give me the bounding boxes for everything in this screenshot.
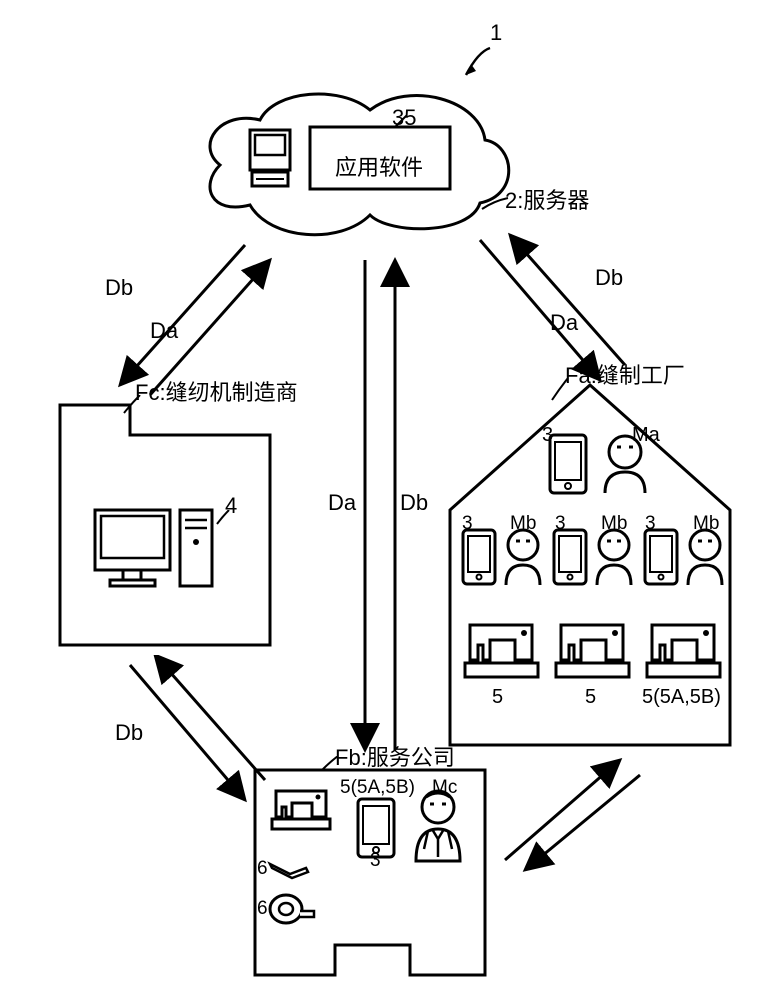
machine-ref-3: 5(5A,5B) (642, 686, 721, 709)
worker-mb-1: Mb (510, 513, 536, 535)
leader-2 (480, 195, 510, 213)
factory-manager-ref: Ma (632, 424, 660, 447)
cloud-ref: 2:服务器 (505, 183, 589, 215)
edge-db-1: Db (105, 275, 133, 301)
edge-da-2: Da (328, 490, 356, 516)
edge-db-2: Db (400, 490, 428, 516)
worker-mb-2: Mb (601, 513, 627, 535)
leader-arrow-1 (460, 30, 500, 80)
sewing-machine-3 (642, 615, 730, 685)
worker-phone-2: 3 (555, 513, 566, 535)
worker-group-1 (460, 525, 548, 593)
factory-phone-ref-top: 3 (542, 424, 553, 447)
arrows-cloud-manufacturer (95, 230, 275, 410)
service-machine-ref: 5(5A,5B) (340, 777, 415, 799)
leader-35 (395, 115, 415, 135)
app-software-label: 应用软件 (335, 150, 423, 182)
sewing-machine-1 (460, 615, 548, 685)
factory-worker-row (460, 525, 730, 593)
edge-db-3: Db (595, 265, 623, 291)
service-tool-ref-2: 6 (257, 898, 268, 920)
leader-fb (320, 756, 342, 774)
worker-group-3 (642, 525, 730, 593)
sewing-machine-2 (551, 615, 639, 685)
leader-4 (215, 510, 233, 528)
edge-da-1: Da (150, 318, 178, 344)
worker-mb-3: Mb (693, 513, 719, 535)
manufacturer-building (55, 400, 275, 650)
edge-db-4: Db (115, 720, 143, 746)
edge-da-3: Da (550, 310, 578, 336)
worker-group-2 (551, 525, 639, 593)
service-phone-ref: 3 (370, 850, 381, 872)
service-person-ref: Mc (432, 777, 457, 799)
service-tool-ref-1: 6 (257, 858, 268, 880)
arrows-service-factory (490, 745, 650, 875)
factory-machine-row (460, 615, 730, 685)
worker-phone-1: 3 (462, 513, 473, 535)
machine-ref-2: 5 (585, 686, 596, 709)
machine-ref-1: 5 (492, 686, 503, 709)
worker-phone-3: 3 (645, 513, 656, 535)
cloud-ref-label: 服务器 (523, 188, 589, 213)
